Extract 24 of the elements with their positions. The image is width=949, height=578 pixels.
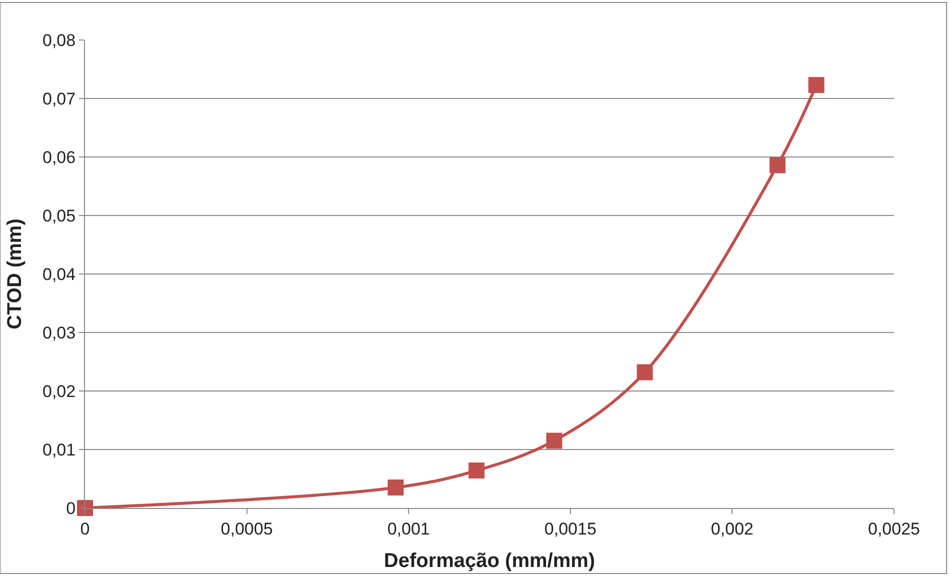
- x-tick-label: 0,001: [387, 519, 430, 538]
- y-tick-label: 0,03: [42, 323, 76, 342]
- x-tick-label: 0,0005: [220, 519, 273, 538]
- y-tick-label: 0,08: [42, 30, 76, 50]
- y-tick-label: 0,01: [42, 440, 76, 460]
- point: [77, 500, 93, 516]
- y-tick-label: 0: [66, 498, 76, 518]
- x-tick-label: 0,0015: [544, 519, 596, 538]
- point: [636, 364, 653, 380]
- x-tick-label: 0,002: [710, 519, 754, 538]
- x-axis-title: Deformação (mm/mm): [384, 550, 596, 572]
- point: [808, 77, 824, 94]
- y-tick-label: 0,04: [42, 264, 76, 284]
- point: [546, 432, 562, 449]
- y-tick-label: 0,06: [42, 148, 76, 167]
- point: [770, 157, 786, 174]
- point: [388, 480, 404, 496]
- x-tick-label: 0,0025: [868, 519, 920, 538]
- y-tick-label: 0,07: [42, 89, 76, 108]
- y-tick-label: 0,02: [42, 382, 76, 401]
- x-tick-label: 0: [80, 519, 90, 538]
- y-tick-label: 0,05: [42, 206, 76, 226]
- y-axis-title: CTOD (mm): [4, 218, 26, 330]
- point: [468, 462, 485, 479]
